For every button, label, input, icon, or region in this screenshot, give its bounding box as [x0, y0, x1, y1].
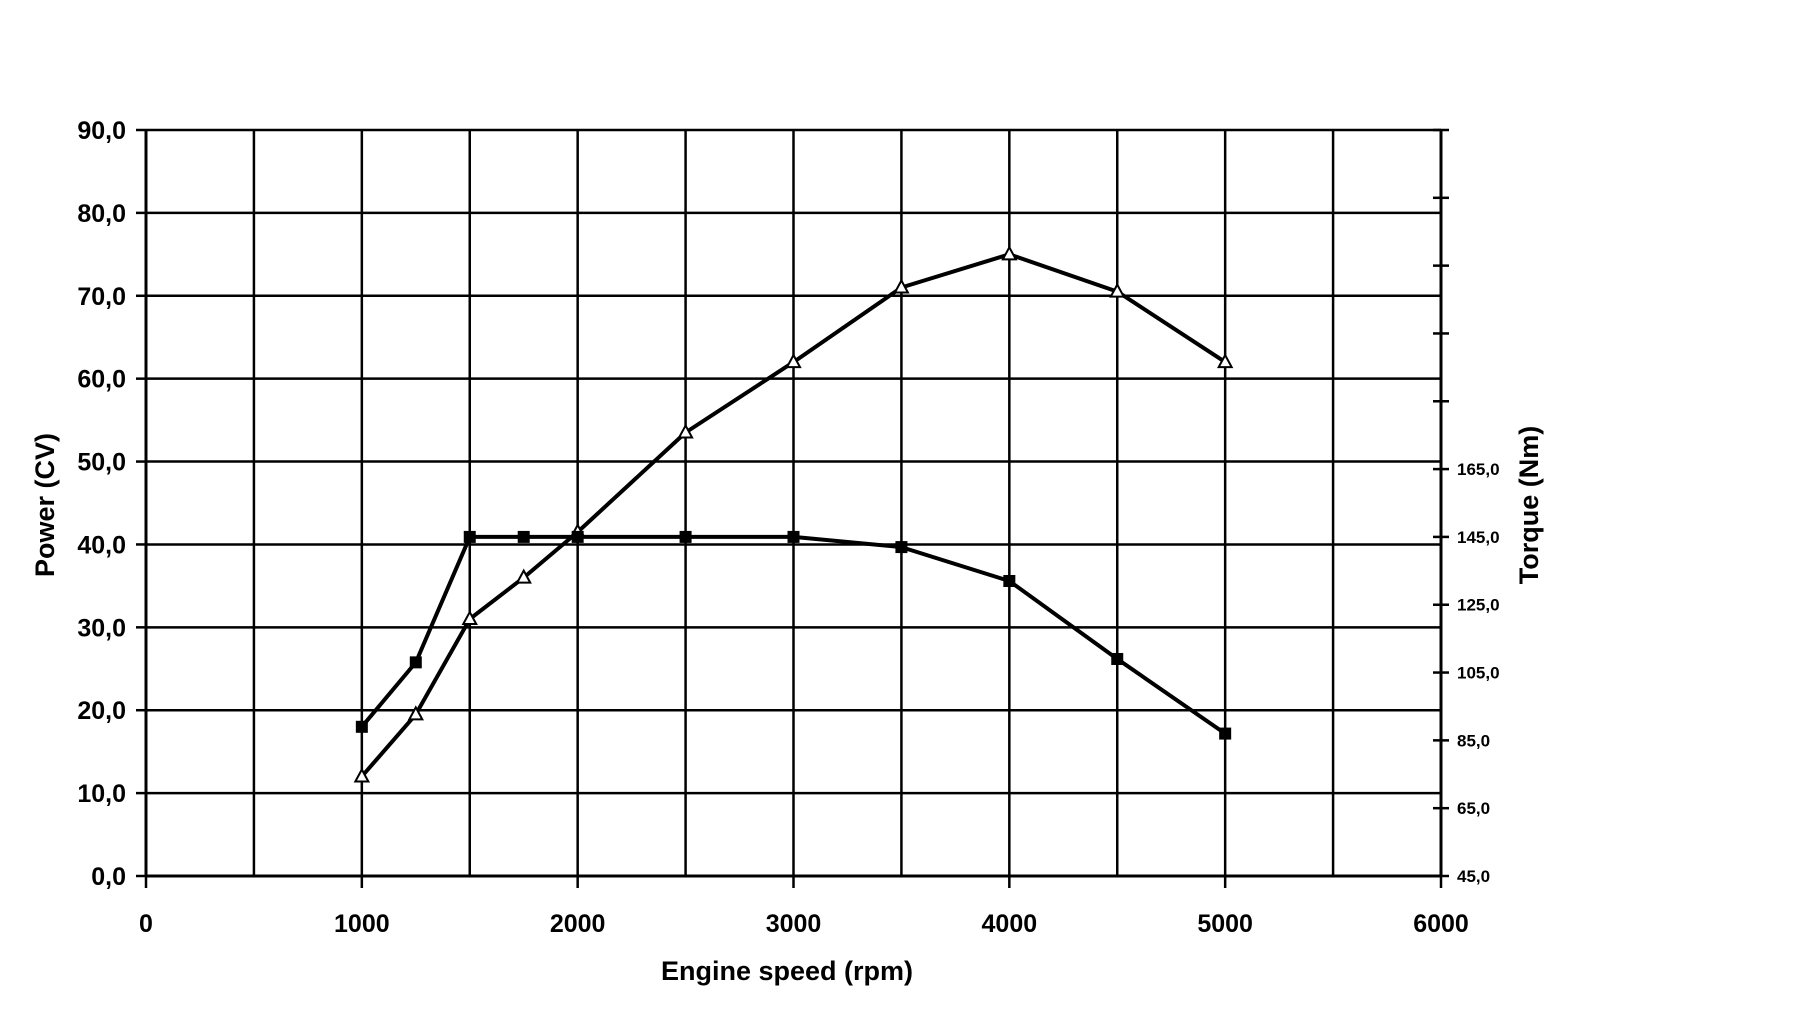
y2-tick-label: 65,0: [1457, 799, 1490, 818]
torque-point: [895, 541, 908, 554]
x-tick-label: 6000: [1413, 910, 1469, 938]
grid: [146, 128, 1441, 876]
y-tick-label: 40,0: [77, 531, 126, 559]
y2-tick-label: 45,0: [1457, 867, 1490, 886]
torque-point: [787, 530, 800, 543]
power-point: [893, 278, 910, 294]
y-tick-label: 30,0: [77, 614, 126, 642]
y-axis-title: Power (CV): [30, 433, 60, 577]
torque-point: [1003, 574, 1016, 587]
torque-point: [409, 656, 422, 669]
power-point: [353, 767, 371, 783]
y-tick-label: 70,0: [77, 283, 126, 311]
power-point: [677, 423, 694, 439]
power-point: [1001, 245, 1018, 261]
x-tick-label: 2000: [550, 910, 606, 938]
y-tick-label: 60,0: [77, 366, 126, 394]
power-point: [785, 352, 802, 369]
power-point: [1216, 352, 1234, 369]
torque-point: [679, 530, 692, 543]
x-tick-label: 4000: [982, 910, 1038, 938]
torque-point: [571, 530, 584, 543]
x-tick-label: 1000: [334, 910, 390, 938]
power-point: [1109, 282, 1126, 298]
torque-point: [355, 720, 368, 733]
y-tick-label: 20,0: [77, 697, 126, 725]
y2-tick-label: 165,0: [1457, 460, 1500, 479]
x-tick-label: 0: [139, 910, 153, 938]
y2-axis-title: Torque (Nm): [1514, 426, 1544, 584]
y2-tick-label: 125,0: [1457, 596, 1500, 615]
x-axis-title: Engine speed (rpm): [661, 956, 913, 986]
torque-point: [1219, 727, 1232, 740]
x-tick-label: 5000: [1197, 910, 1253, 938]
y-tick-label: 80,0: [77, 200, 126, 228]
torque-point: [517, 530, 530, 543]
power-point: [515, 568, 532, 584]
x-tick-label: 3000: [766, 910, 822, 938]
y2-tick-label: 85,0: [1457, 731, 1490, 750]
y-tick-label: 50,0: [77, 449, 126, 477]
y-tick-label: 0,0: [91, 863, 126, 891]
axes: [136, 128, 1449, 888]
tick-labels: 0,0 10,0 20,0 30,0 40,0 50,0 60,0 70,0 80,0 90,0 0…: [77, 117, 1499, 938]
y-tick-label: 10,0: [77, 780, 126, 808]
y2-tick-label: 145,0: [1457, 528, 1500, 547]
y2-tick-label: 105,0: [1457, 664, 1500, 683]
y-tick-label: 90,0: [77, 117, 126, 145]
torque-point: [463, 530, 476, 543]
power-point: [461, 609, 478, 626]
power-point: [407, 705, 424, 721]
series-group: [353, 245, 1234, 783]
torque-point: [1111, 652, 1124, 665]
